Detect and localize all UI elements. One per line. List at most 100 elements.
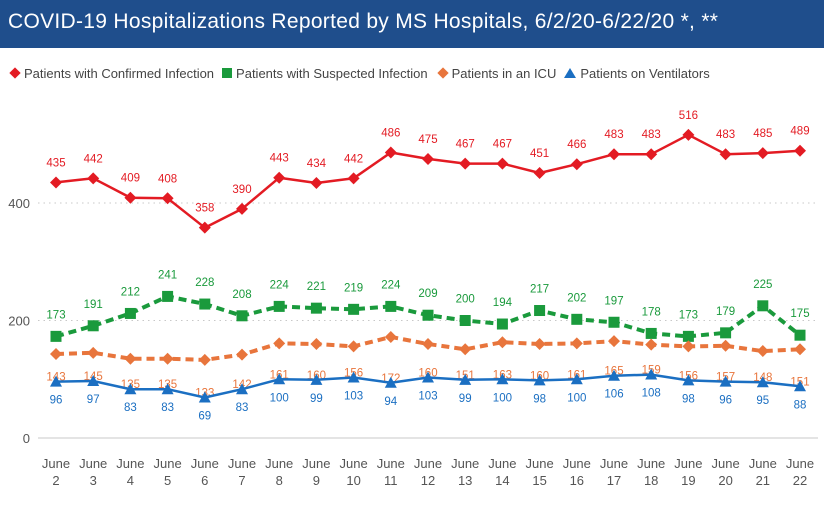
point-marker xyxy=(422,152,434,165)
data-label: 100 xyxy=(567,392,586,404)
point-marker xyxy=(236,310,248,322)
x-tick-label: June xyxy=(563,456,591,471)
data-label: 390 xyxy=(232,184,251,196)
point-marker xyxy=(533,167,546,180)
point-marker xyxy=(236,348,248,361)
point-marker xyxy=(645,338,658,351)
point-marker xyxy=(496,336,509,349)
data-label: 88 xyxy=(794,399,807,411)
data-label: 483 xyxy=(604,129,623,141)
point-marker xyxy=(347,340,360,353)
point-marker xyxy=(198,391,211,403)
point-marker xyxy=(273,337,286,350)
x-tick-label: 4 xyxy=(127,473,134,488)
point-marker xyxy=(50,176,62,189)
data-label: 228 xyxy=(195,277,214,289)
point-marker xyxy=(87,172,100,185)
data-label: 95 xyxy=(756,395,769,407)
x-tick-label: 12 xyxy=(421,473,435,488)
point-marker xyxy=(533,338,546,350)
point-marker xyxy=(682,340,695,353)
point-marker xyxy=(310,177,323,190)
x-tick-label: 20 xyxy=(718,473,732,488)
point-marker xyxy=(794,343,806,356)
data-label: 100 xyxy=(493,392,512,404)
data-label: 208 xyxy=(232,289,251,301)
x-tick-label: June xyxy=(377,456,405,471)
data-label: 97 xyxy=(87,394,100,406)
point-marker xyxy=(273,171,286,184)
point-marker xyxy=(384,376,397,388)
data-label: 217 xyxy=(530,284,549,296)
point-marker xyxy=(608,335,620,348)
x-tick-label: June xyxy=(488,456,516,471)
x-tick-label: June xyxy=(525,456,553,471)
point-marker xyxy=(496,157,509,170)
legend-label-ventilators: Patients on Ventilators xyxy=(580,65,710,81)
data-label: 94 xyxy=(384,396,397,408)
x-tick-label: June xyxy=(116,456,144,471)
point-marker xyxy=(162,290,174,302)
green-square-icon xyxy=(222,68,233,78)
y-tick-label: 400 xyxy=(8,196,30,211)
x-tick-label: 3 xyxy=(90,473,97,488)
x-tick-label: June xyxy=(339,456,367,471)
x-tick-label: June xyxy=(711,456,739,471)
point-marker xyxy=(422,309,434,321)
data-label: 358 xyxy=(195,203,214,215)
data-label: 221 xyxy=(307,281,326,293)
point-marker xyxy=(608,148,620,161)
point-marker xyxy=(459,315,471,326)
x-tick-label: June xyxy=(191,456,219,471)
x-tick-label: June xyxy=(79,456,107,471)
point-marker xyxy=(236,383,248,395)
point-marker xyxy=(161,192,174,205)
point-marker xyxy=(794,329,806,341)
legend-item-icu: Patients in an ICU xyxy=(436,66,556,81)
data-label: 443 xyxy=(270,153,289,165)
data-label: 442 xyxy=(84,153,103,165)
data-label: 225 xyxy=(753,279,772,291)
y-tick-label: 200 xyxy=(8,314,30,329)
x-tick-label: 9 xyxy=(313,473,320,488)
point-marker xyxy=(719,375,732,387)
point-marker xyxy=(794,144,806,157)
point-marker xyxy=(310,373,323,385)
point-marker xyxy=(496,318,508,330)
point-marker xyxy=(608,369,620,381)
data-label: 451 xyxy=(530,148,549,160)
data-label: 98 xyxy=(682,393,695,405)
x-tick-label: 5 xyxy=(164,473,171,488)
data-label: 483 xyxy=(642,129,661,141)
legend-item-confirmed: Patients with Confirmed Infection xyxy=(8,66,214,81)
x-tick-label: 13 xyxy=(458,473,472,488)
point-marker xyxy=(50,330,62,342)
point-marker xyxy=(682,374,695,386)
data-label: 83 xyxy=(236,402,249,414)
point-marker xyxy=(422,371,434,383)
point-marker xyxy=(720,327,732,339)
y-tick-label: 0 xyxy=(23,431,30,446)
x-tick-label: June xyxy=(600,456,628,471)
x-tick-label: June xyxy=(265,456,293,471)
data-label: 212 xyxy=(121,286,140,298)
point-marker xyxy=(273,373,286,385)
point-marker xyxy=(682,128,695,141)
point-marker xyxy=(50,347,62,360)
data-label: 489 xyxy=(790,126,809,138)
data-label: 103 xyxy=(418,390,437,402)
data-label: 224 xyxy=(270,279,290,291)
point-marker xyxy=(645,327,657,339)
point-marker xyxy=(756,376,769,388)
x-tick-label: June xyxy=(786,456,814,471)
x-tick-label: June xyxy=(749,456,777,471)
data-label: 200 xyxy=(456,294,475,306)
x-tick-label: June xyxy=(302,456,330,471)
point-marker xyxy=(794,380,806,392)
title-bar: COVID-19 Hospitalizations Reported by MS… xyxy=(0,0,824,48)
point-marker xyxy=(273,300,285,312)
blue-triangle-icon xyxy=(564,68,577,78)
point-marker xyxy=(87,346,100,359)
x-tick-label: 17 xyxy=(607,473,621,488)
x-tick-label: June xyxy=(637,456,665,471)
